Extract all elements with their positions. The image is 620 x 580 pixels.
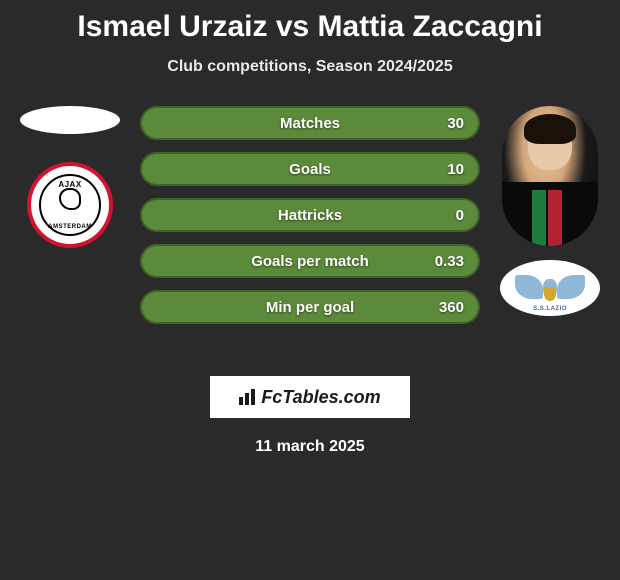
- stat-value-right: 0.33: [435, 253, 464, 270]
- eagle-icon: [515, 273, 585, 303]
- stat-pill: Min per goal 360: [140, 290, 480, 324]
- stat-pill: Goals per match 0.33: [140, 244, 480, 278]
- stat-pill-column: Matches 30 Goals 10 Hattricks 0 Goals per matc…: [140, 106, 480, 336]
- left-player-column: AJAX AMSTERDAM: [10, 106, 130, 248]
- right-player-column: S.S.LAZIO: [490, 106, 610, 316]
- stat-value-right: 360: [439, 299, 464, 316]
- date-label: 11 march 2025: [0, 438, 620, 456]
- stat-label: Goals per match: [251, 253, 369, 270]
- right-player-photo: [502, 106, 598, 246]
- page-title: Ismael Urzaiz vs Mattia Zaccagni: [0, 0, 620, 44]
- stat-pill: Hattricks 0: [140, 198, 480, 232]
- brand-watermark: FcTables.com: [210, 376, 410, 418]
- stat-value-right: 30: [447, 115, 464, 132]
- stat-label: Hattricks: [278, 207, 342, 224]
- comparison-area: AJAX AMSTERDAM Matches 30 Goals 10 Hattricks…: [0, 106, 620, 356]
- brand-text: FcTables.com: [261, 387, 380, 408]
- right-club-badge-lazio: S.S.LAZIO: [500, 260, 600, 316]
- ajax-text-bottom: AMSTERDAM: [41, 224, 99, 230]
- brand-bars-icon: [239, 389, 255, 405]
- stat-value-right: 10: [447, 161, 464, 178]
- stat-label: Matches: [280, 115, 340, 132]
- stat-pill: Goals 10: [140, 152, 480, 186]
- stat-label: Goals: [289, 161, 331, 178]
- lazio-text: S.S.LAZIO: [500, 306, 600, 312]
- stat-value-right: 0: [456, 207, 464, 224]
- left-club-badge-ajax: AJAX AMSTERDAM: [27, 162, 113, 248]
- stat-label: Min per goal: [266, 299, 354, 316]
- left-player-placeholder: [20, 106, 120, 134]
- subtitle: Club competitions, Season 2024/2025: [0, 58, 620, 76]
- stat-pill: Matches 30: [140, 106, 480, 140]
